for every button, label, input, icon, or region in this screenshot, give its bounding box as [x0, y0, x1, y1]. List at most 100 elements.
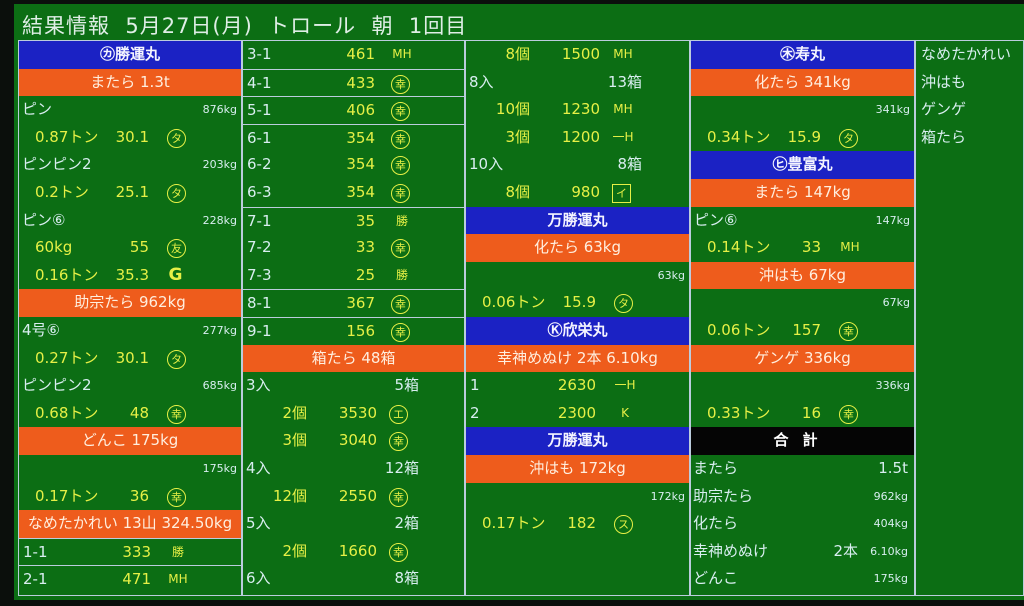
catch-row: 0.33トン 16 幸: [691, 400, 914, 428]
mark-circled-icon: 幸: [391, 322, 410, 342]
catch-amount: 0.33トン: [707, 403, 771, 422]
total-label: 助宗たら: [693, 486, 754, 505]
lot-label: 1-1: [23, 542, 48, 561]
mark-circled-icon: 幸: [389, 542, 408, 562]
lot-label: 3-1: [247, 45, 272, 63]
catch-amount: 0.34トン: [707, 127, 771, 146]
lot-label: 4-1: [247, 73, 272, 92]
mark-plain-icon: MH: [840, 240, 860, 255]
weight-row: 63kg: [466, 262, 689, 290]
weight-value: 63kg: [657, 268, 685, 282]
box-count-row: 5入 2箱: [243, 510, 464, 538]
column-3: 8個 1500 MH 8入 13箱 10個 1230 MH 3個 1200 一H 10入 8箱 8個 980…: [465, 40, 690, 596]
column-2: 3-1 461 MH 4-1 433 幸 5-1 406 幸 6-1 354 幸 6-2 354 幸 6-3 3…: [242, 40, 465, 596]
fish-summary-header: ゲンゲ 336kg: [691, 344, 914, 373]
lot-row: 4-1 433 幸: [243, 68, 464, 97]
unit-price: 16: [801, 403, 821, 422]
mark-circled-icon: 幸: [391, 295, 410, 315]
pieces-row: 2個 3530 エ: [243, 400, 464, 428]
column-1: ㋕勝運丸 またら 1.3t ピン 876kg 0.87トン 30.1 タピンピン2 203kg…: [18, 40, 242, 596]
fish-summary-header: 箱たら 48箱: [243, 344, 464, 373]
mark-plain-icon: 勝: [395, 213, 408, 228]
weight-value: 67kg: [882, 296, 910, 310]
mark-plain-icon: 一H: [612, 129, 634, 144]
lot-price: 367: [346, 294, 375, 313]
mark-circled-icon: 幸: [389, 432, 408, 452]
lot-row: 7-2 33 幸: [243, 234, 464, 262]
piece-price: 1660: [338, 541, 377, 560]
box-count: 8箱: [394, 569, 419, 588]
catch-amount: 0.17トン: [482, 514, 546, 533]
weight-row: ピン⑥ 228kg: [19, 207, 241, 235]
weight-value: 341kg: [875, 103, 910, 117]
piece-price: 980: [571, 182, 600, 201]
mark-plain-icon: MH: [613, 102, 633, 117]
lot-row: 6-1 354 幸: [243, 123, 464, 152]
box-count: 8箱: [617, 155, 642, 174]
grade-label: ピンピン2: [22, 376, 92, 395]
catch-amount: 60kg: [35, 238, 73, 257]
mark-circled-icon: エ: [389, 404, 408, 424]
lot-price: 354: [346, 128, 375, 147]
lot-row: 1 2630 一H: [466, 372, 689, 400]
lot-label: 1: [470, 376, 480, 395]
lot-row: 7-3 25 勝: [243, 262, 464, 290]
pack-label: 8入: [469, 72, 494, 91]
mark-circled-icon: 幸: [391, 129, 410, 149]
piece-count: 3個: [505, 127, 530, 146]
lot-label: 7-3: [247, 265, 272, 284]
species-list-item: 箱たら: [921, 127, 967, 146]
lot-label: 2-1: [23, 570, 48, 589]
pack-label: 6入: [246, 569, 271, 588]
catch-amount: 0.14トン: [707, 238, 771, 257]
lot-price: 461: [346, 45, 375, 63]
mark-circled-icon: タ: [167, 183, 186, 203]
catch-row: 60kg 55 友: [19, 234, 241, 262]
catch-row: 0.14トン 33 MH: [691, 234, 914, 262]
lot-row: 9-1 156 幸: [243, 316, 464, 345]
grade-label: ピン⑥: [694, 210, 738, 229]
weight-value: 175kg: [202, 461, 237, 475]
box-count: 12箱: [384, 458, 419, 477]
unit-price: 157: [792, 320, 821, 339]
mark-circled-icon: 幸: [839, 321, 858, 341]
weight-value: 277kg: [202, 323, 237, 337]
mark-circled-icon: 友: [167, 239, 186, 259]
catch-row: 0.68トン 48 幸: [19, 400, 241, 428]
piece-price: 3040: [338, 431, 377, 450]
unit-price: 30.1: [115, 127, 149, 146]
weight-value: 203kg: [202, 158, 237, 172]
mark-plain-icon: K: [621, 405, 629, 420]
piece-price: 2550: [338, 486, 377, 505]
lot-row: 3-1 461 MH: [243, 41, 464, 69]
weight-row: 172kg: [466, 483, 689, 511]
weight-row: ピンピン2 203kg: [19, 151, 241, 179]
vessel-header: ㋪豊富丸: [691, 151, 914, 179]
catch-row: 0.06トン 15.9 タ: [466, 289, 689, 317]
catch-amount: 0.06トン: [707, 320, 771, 339]
total-label: 幸神めぬけ: [693, 541, 769, 560]
catch-amount: 0.17トン: [35, 486, 99, 505]
fish-summary-header: 幸神めぬけ 2本 6.10kg: [466, 344, 689, 373]
weight-row: 336kg: [691, 372, 914, 400]
lot-price: 33: [355, 238, 375, 257]
unit-price: 48: [129, 403, 149, 422]
pieces-row: 8個 980 イ: [466, 179, 689, 207]
box-count-row: 4入 12箱: [243, 455, 464, 483]
weight-value: 228kg: [202, 213, 237, 227]
piece-price: 1230: [561, 100, 600, 119]
total-row: またら 1.5t: [691, 455, 914, 483]
fish-summary-header: なめたかれい 13山 324.50kg: [19, 510, 241, 538]
catch-row: 0.16トン 35.3 G: [19, 262, 241, 290]
page-title: 結果情報 5月27日(月) トロール 朝 1回目: [22, 14, 468, 38]
box-count-row: 6入 8箱: [243, 565, 464, 593]
fish-summary-header: 化たら 63kg: [466, 234, 689, 262]
vessel-header: 万勝運丸: [466, 427, 689, 455]
lot-label: 5-1: [247, 101, 272, 120]
piece-count: 2個: [282, 541, 307, 560]
lot-price: 156: [346, 321, 375, 340]
unit-price: 15.9: [562, 293, 596, 312]
mark-circled-icon: 幸: [391, 74, 410, 94]
unit-price: 36: [129, 486, 149, 505]
vessel-header: ㊍寿丸: [691, 41, 914, 69]
